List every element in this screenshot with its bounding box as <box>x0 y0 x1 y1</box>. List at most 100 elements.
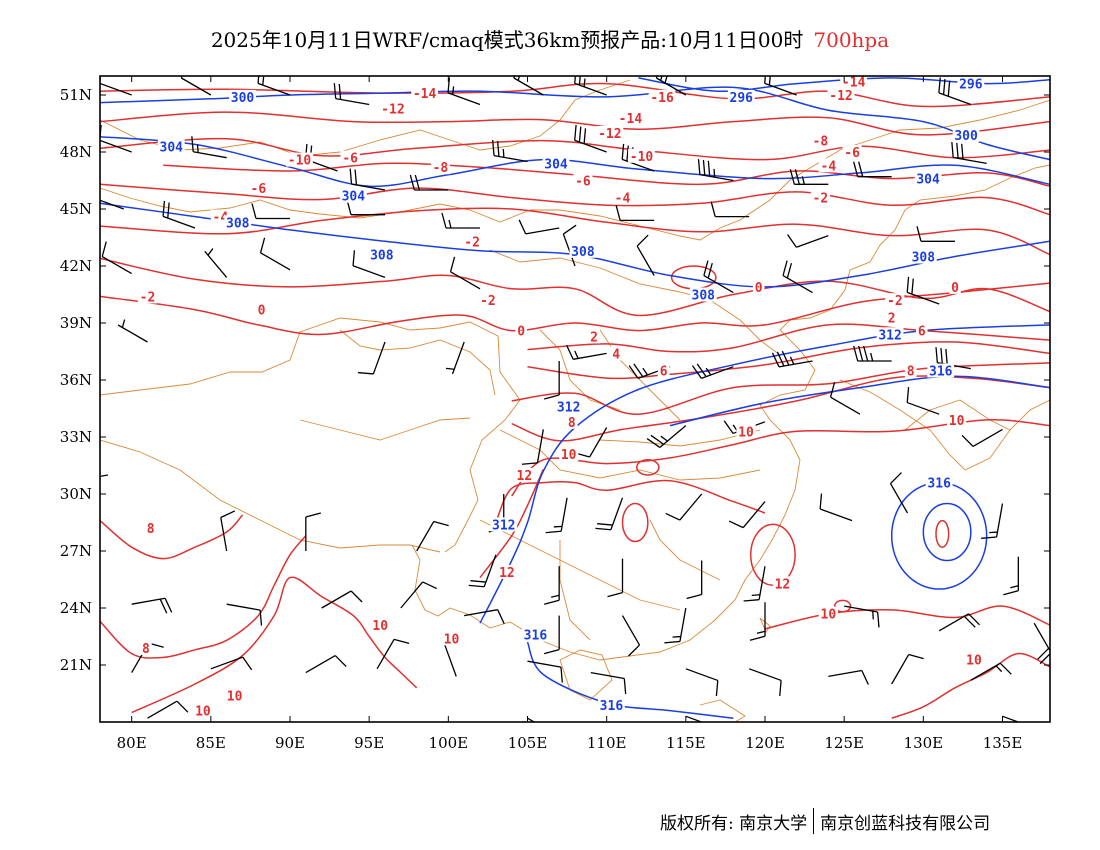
barb-feather <box>906 387 910 403</box>
x-tick-label: 100E <box>429 734 469 752</box>
barb-staff <box>100 474 109 478</box>
barb-feather <box>942 79 946 95</box>
isotherm-label-bg <box>286 152 313 167</box>
wind-barb <box>445 341 465 375</box>
y-tick-label: 39N <box>60 314 92 332</box>
barb-half-feather <box>995 665 1003 673</box>
x-tick-label: 110E <box>587 734 627 752</box>
barb-feather <box>646 438 661 448</box>
isotherm-label-bg <box>441 631 462 646</box>
height-label-bg <box>727 89 755 104</box>
barb-feather <box>338 83 342 100</box>
barb-feather <box>696 363 707 377</box>
wind-barb <box>665 493 703 521</box>
barb-staff <box>590 671 625 680</box>
height-label-bg <box>569 243 597 258</box>
y-tick-label: 42N <box>60 257 92 275</box>
wind-barb <box>147 700 189 719</box>
boundary-line <box>839 379 1050 471</box>
wind-barb <box>305 655 347 674</box>
barb-staff <box>589 427 608 458</box>
barb-staff <box>193 151 227 159</box>
isotherm-label: -10 <box>630 150 654 165</box>
height-contour-closed <box>890 481 988 590</box>
barb-feather <box>191 136 194 152</box>
isotherm-label-bg <box>904 363 917 378</box>
height-label-bg <box>957 76 985 91</box>
barb-feather <box>566 344 574 360</box>
barb-feather <box>858 161 864 177</box>
barb-feather <box>334 655 347 668</box>
barb-feather <box>819 493 823 510</box>
barb-feather <box>497 609 505 625</box>
height-label-bg <box>689 287 717 302</box>
barb-feather <box>626 145 629 162</box>
barb-feather <box>710 201 716 217</box>
isotherm-label: -6 <box>251 182 267 197</box>
isotherm-label: -2 <box>464 235 480 250</box>
barb-feather <box>940 348 943 364</box>
barb-feather <box>749 635 766 641</box>
barb-half-feather <box>705 367 712 376</box>
wind-barb <box>543 361 560 400</box>
height-contour-line <box>479 324 1050 624</box>
barb-feather <box>786 234 797 248</box>
x-tick-label: 80E <box>117 734 147 752</box>
isotherm-line <box>100 111 1050 136</box>
barb-staff <box>574 82 607 96</box>
barb-half-feather <box>872 611 874 620</box>
barb-half-feather <box>121 319 126 328</box>
height-label-bg <box>925 475 953 490</box>
wind-barb <box>527 717 536 722</box>
isotherm-closed <box>750 523 796 586</box>
height-label: 304 <box>916 173 940 188</box>
height-label: 296 <box>959 78 983 93</box>
wind-barb <box>710 201 750 218</box>
barb-half-feather <box>448 219 452 229</box>
isotherm-label: 8 <box>142 642 150 657</box>
isotherm-label: -4 <box>821 159 837 174</box>
wind-barb <box>938 77 972 106</box>
barb-feather <box>251 203 257 219</box>
isotherm-label: -14 <box>413 87 437 102</box>
title-text: 2025年10月11日WRF/cmaq模式36km预报产品:10月11日00时 <box>210 28 804 52</box>
barb-feather <box>560 667 563 683</box>
height-label: 316 <box>927 477 951 492</box>
wind-barb <box>697 159 734 182</box>
barb-feather <box>633 363 644 377</box>
height-label: 308 <box>370 249 394 264</box>
y-tick-label: 45N <box>60 200 92 218</box>
barb-staff <box>376 639 395 670</box>
barb-feather <box>543 394 560 400</box>
barb-staff <box>796 234 829 248</box>
barb-feather <box>853 345 859 362</box>
isotherm-line <box>100 82 1050 108</box>
barb-feather <box>707 262 713 279</box>
barb-staff <box>748 668 782 682</box>
isotherm-label-bg <box>379 101 407 116</box>
wind-barb <box>257 76 291 96</box>
isotherm-closed <box>621 502 649 543</box>
barb-staff <box>972 428 1003 447</box>
barb-feather <box>963 615 976 628</box>
wind-barb <box>607 558 624 598</box>
barb-feather <box>470 580 486 583</box>
boundary-line <box>299 417 471 441</box>
barb-feather <box>92 182 93 197</box>
isotherm-label-bg <box>840 76 868 89</box>
barb-staff <box>778 360 813 368</box>
wind-barb <box>543 566 560 605</box>
x-tick-label: 105E <box>508 734 548 752</box>
boundary-line <box>599 429 761 447</box>
barb-feather <box>167 202 170 219</box>
height-label-bg <box>598 697 625 712</box>
boundary-line <box>499 429 761 481</box>
isotherm-label-bg <box>772 576 793 591</box>
y-tick-label: 51N <box>60 86 92 104</box>
isotherm-label-bg <box>885 310 898 325</box>
barb-feather <box>257 76 260 84</box>
barb-half-feather <box>207 248 214 256</box>
barb-feather <box>574 124 577 141</box>
boundary-line <box>649 519 721 581</box>
barb-half-feather <box>756 630 766 634</box>
